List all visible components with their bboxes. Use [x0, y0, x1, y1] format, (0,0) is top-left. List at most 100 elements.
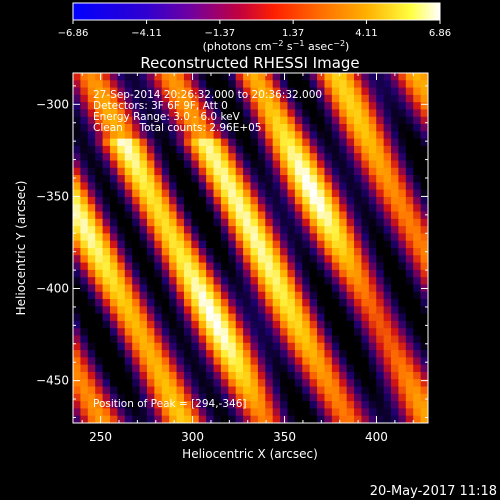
heatmap-cell — [213, 371, 222, 380]
heatmap-cell — [368, 386, 377, 395]
heatmap-cell — [346, 248, 355, 256]
heatmap-cell — [102, 277, 111, 286]
heatmap-cell — [324, 102, 333, 111]
heatmap-cell — [183, 153, 192, 162]
heatmap-cell — [228, 335, 237, 344]
heatmap-cell — [287, 401, 296, 410]
heatmap-cell — [257, 299, 266, 307]
heatmap-cell — [405, 153, 414, 162]
heatmap-cell — [309, 371, 318, 380]
heatmap-cell — [302, 350, 311, 358]
heatmap-cell — [87, 233, 96, 242]
heatmap-cell — [183, 269, 192, 278]
heatmap-cell — [383, 182, 392, 191]
heatmap-cell — [405, 80, 414, 89]
heatmap-cell — [391, 269, 400, 278]
heatmap-cell — [368, 153, 377, 162]
heatmap-cell — [80, 94, 89, 103]
heatmap-cell — [420, 248, 428, 256]
heatmap-cell — [169, 328, 178, 337]
heatmap-cell — [228, 116, 237, 125]
heatmap-cell — [354, 364, 363, 373]
heatmap-cell — [413, 189, 422, 198]
heatmap-cell — [235, 342, 244, 351]
heatmap — [73, 73, 428, 423]
heatmap-cell — [124, 248, 133, 256]
heatmap-cell — [80, 342, 89, 351]
heatmap-cell — [243, 408, 252, 417]
heatmap-cell — [280, 240, 289, 249]
heatmap-cell — [391, 226, 400, 235]
heatmap-cell — [272, 277, 281, 286]
heatmap-cell — [354, 379, 363, 388]
heatmap-cell — [280, 277, 289, 286]
heatmap-cell — [220, 262, 229, 271]
heatmap-cell — [154, 189, 163, 198]
heatmap-cell — [139, 299, 148, 307]
heatmap-cell — [391, 299, 400, 307]
heatmap-cell — [265, 386, 274, 395]
heatmap-cell — [198, 269, 207, 278]
heatmap-cell — [272, 415, 281, 423]
heatmap-cell — [228, 350, 237, 358]
heatmap-cell — [95, 182, 104, 191]
heatmap-cell — [250, 196, 259, 205]
heatmap-cell — [95, 408, 104, 417]
y-tick-label: −350 — [36, 189, 69, 203]
heatmap-cell — [95, 342, 104, 351]
heatmap-cell — [354, 408, 363, 417]
heatmap-cell — [124, 393, 133, 402]
heatmap-cell — [287, 116, 296, 125]
heatmap-cell — [117, 364, 126, 373]
heatmap-cell — [331, 218, 340, 227]
heatmap-cell — [257, 175, 266, 183]
heatmap-cell — [294, 109, 303, 118]
heatmap-cell — [176, 313, 185, 322]
heatmap-cell — [309, 138, 318, 147]
heatmap-cell — [139, 175, 148, 183]
heatmap-cell — [191, 102, 200, 111]
heatmap-cell — [109, 167, 118, 176]
heatmap-cell — [391, 102, 400, 111]
heatmap-cell — [191, 87, 200, 96]
heatmap-cell — [420, 364, 428, 373]
heatmap-cell — [339, 102, 348, 111]
heatmap-cell — [228, 160, 237, 169]
heatmap-cell — [339, 218, 348, 227]
heatmap-cell — [73, 124, 81, 132]
heatmap-cell — [228, 284, 237, 293]
heatmap-cell — [169, 204, 178, 213]
heatmap-cell — [361, 248, 370, 256]
heatmap-cell — [80, 386, 89, 395]
heatmap-cell — [95, 102, 104, 111]
heatmap-cell — [117, 328, 126, 337]
heatmap-cell — [146, 415, 155, 423]
heatmap-cell — [73, 408, 81, 417]
heatmap-cell — [191, 109, 200, 118]
heatmap-cell — [383, 175, 392, 183]
heatmap-cell — [198, 87, 207, 96]
heatmap-cell — [257, 204, 266, 213]
heatmap-cell — [272, 94, 281, 103]
heatmap-cell — [376, 299, 385, 307]
heatmap-cell — [413, 218, 422, 227]
heatmap-cell — [413, 240, 422, 249]
heatmap-cell — [346, 116, 355, 125]
heatmap-cell — [124, 167, 133, 176]
heatmap-cell — [324, 248, 333, 256]
heatmap-cell — [294, 379, 303, 388]
heatmap-cell — [169, 379, 178, 388]
heatmap-cell — [243, 269, 252, 278]
heatmap-cell — [109, 153, 118, 162]
heatmap-cell — [324, 160, 333, 169]
heatmap-cell — [235, 218, 244, 227]
heatmap-cell — [124, 350, 133, 358]
heatmap-cell — [331, 80, 340, 89]
heatmap-cell — [294, 248, 303, 256]
heatmap-cell — [420, 255, 428, 264]
heatmap-cell — [383, 306, 392, 315]
heatmap-cell — [331, 415, 340, 423]
heatmap-cell — [132, 138, 141, 147]
heatmap-cell — [228, 87, 237, 96]
heatmap-cell — [146, 379, 155, 388]
